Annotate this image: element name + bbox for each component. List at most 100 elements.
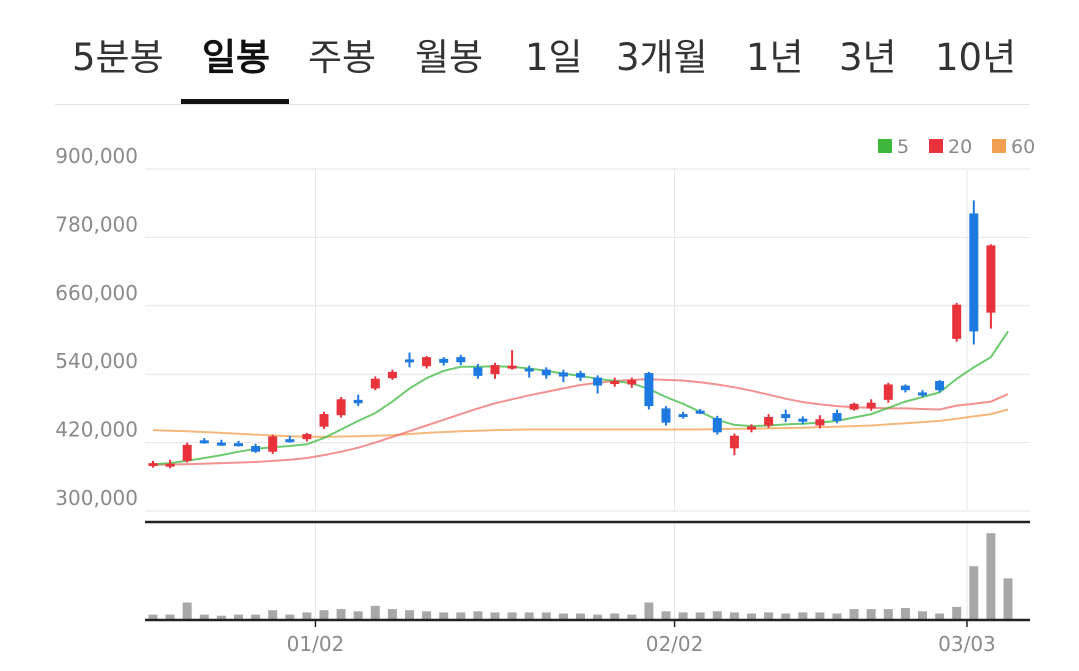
volume-bar (969, 566, 979, 619)
volume-bar (644, 602, 654, 619)
volume-bar (234, 614, 243, 619)
candle-body (439, 358, 449, 363)
volume-bar (199, 614, 209, 619)
volume-bar (849, 609, 859, 619)
volume-bar (832, 613, 842, 619)
moving-average-lines (152, 330, 1009, 466)
candle-body (849, 403, 859, 410)
legend-swatch (992, 139, 1006, 153)
tab-3months[interactable]: 3개월 (616, 36, 708, 79)
volume-bar (1003, 578, 1013, 619)
candle-body (490, 365, 500, 375)
candle-body (422, 357, 432, 367)
volume-bar (952, 606, 962, 619)
ma20-line (152, 378, 1009, 466)
candlesticks (148, 200, 996, 469)
volume-bar (986, 533, 996, 619)
volume-bar (678, 612, 688, 619)
candle-body (627, 379, 637, 385)
candle-body (798, 418, 808, 422)
tab-1day[interactable]: 1일 (525, 36, 583, 79)
candle-body (661, 408, 671, 423)
volume-bar (576, 613, 585, 619)
candle-body (918, 392, 927, 396)
volume-bar (900, 608, 910, 619)
candle-body (712, 418, 722, 433)
tab-1year[interactable]: 1년 (746, 36, 804, 79)
candle-body (678, 414, 688, 418)
active-tab-indicator (181, 99, 289, 105)
volume-bar (507, 612, 517, 619)
candle-body (883, 384, 893, 400)
tab-monthly[interactable]: 월봉 (415, 36, 484, 79)
candle-body (747, 426, 756, 430)
x-tick-label: 02/02 (646, 632, 704, 656)
candle-body (935, 381, 945, 391)
x-axis: 01/02 02/02 03/03 (145, 520, 1030, 656)
volume-bar (251, 614, 261, 619)
candle-body (695, 410, 705, 414)
volume-bar (336, 609, 346, 619)
volume-bar (473, 611, 483, 619)
volume-bar (541, 612, 551, 619)
candle-body (216, 442, 226, 446)
candle-body (473, 367, 483, 376)
candle-body (405, 359, 414, 363)
y-tick-label: 660,000 (55, 281, 138, 305)
y-axis-labels: 900,000 780,000 660,000 540,000 420,000 300,0… (55, 144, 138, 510)
volume-bar (319, 610, 329, 619)
volume-bar (866, 609, 876, 619)
tab-daily[interactable]: 일봉 (202, 36, 271, 79)
candle-body (336, 399, 346, 416)
volume-bar (405, 610, 414, 619)
candle-body (353, 399, 363, 404)
x-tick-label: 03/03 (938, 632, 996, 656)
legend-swatch (878, 139, 892, 153)
y-tick-label: 300,000 (55, 486, 138, 510)
candle-body (268, 436, 278, 452)
candle-body (644, 373, 654, 407)
candle-body (900, 385, 910, 391)
volume-bar (798, 612, 808, 619)
candle-body (558, 372, 568, 377)
volume-bar (148, 614, 158, 619)
volume-bar (370, 605, 380, 619)
candle-body (815, 419, 825, 426)
volume-bar (747, 613, 756, 619)
candle-body (370, 378, 380, 389)
volume-bar (815, 612, 825, 619)
volume-bar (627, 614, 637, 619)
volume-bar (558, 613, 568, 619)
volume-bar (268, 610, 278, 619)
legend-label: 60 (1011, 136, 1035, 158)
tab-weekly[interactable]: 주봉 (308, 36, 377, 79)
candle-body (781, 414, 791, 419)
volume-bar (353, 611, 363, 619)
volume-bar (661, 611, 671, 619)
volume-bar (182, 602, 192, 619)
candle-body (387, 371, 397, 379)
legend-label: 20 (948, 136, 972, 158)
volume-bar (422, 611, 432, 619)
tab-10years[interactable]: 10년 (935, 36, 1017, 79)
volume-bar (165, 614, 175, 619)
y-tick-label: 420,000 (55, 418, 138, 442)
candle-body (319, 414, 329, 427)
volume-bar (712, 611, 722, 619)
tab-5min[interactable]: 5분봉 (72, 36, 164, 79)
volume-bar (439, 612, 449, 619)
volume-bar (781, 613, 791, 619)
candle-body (148, 463, 158, 467)
volume-bar (918, 611, 927, 619)
volume-bar (764, 612, 774, 619)
candle-body (302, 434, 312, 440)
period-tab-bar: 5분봉 일봉 주봉 월봉 1일 3개월 1년 3년 10년 (55, 0, 1030, 106)
volume-bar (456, 612, 466, 619)
candle-body (165, 463, 175, 467)
volume-bar (610, 613, 620, 619)
candle-body (524, 368, 534, 372)
candle-body (969, 213, 979, 332)
tab-3years[interactable]: 3년 (839, 36, 897, 79)
legend-label: 5 (897, 136, 909, 158)
